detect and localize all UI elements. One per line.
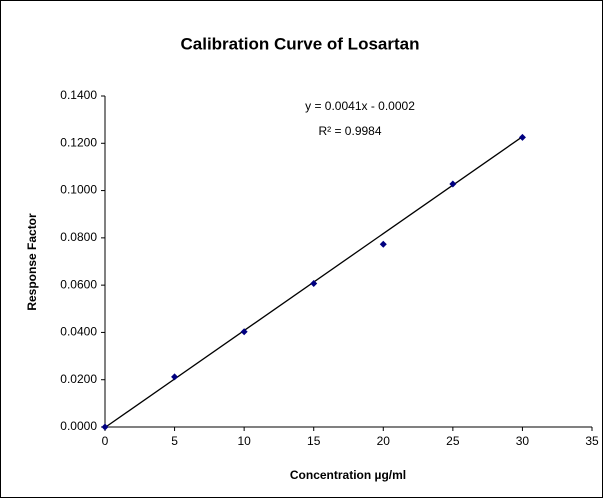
trendline-r-squared: R² = 0.9984 [318,124,381,138]
y-tick-label: 0.0000 [60,419,97,433]
y-tick-label: 0.1200 [60,135,97,149]
data-point [379,240,387,248]
y-axis-label: Response Factor [25,213,39,311]
x-tick-label: 30 [516,434,530,448]
chart-title: Calibration Curve of Losartan [181,34,420,53]
data-point [310,279,318,287]
x-tick-label: 35 [585,434,599,448]
x-tick-label: 10 [237,434,251,448]
data-point [240,328,248,336]
x-tick-label: 5 [171,434,178,448]
y-tick-label: 0.0600 [60,277,97,291]
data-point [171,373,179,381]
data-point [101,423,109,431]
x-tick-label: 20 [377,434,391,448]
trendline-equation: y = 0.0041x - 0.0002 [305,99,415,113]
y-tick-label: 0.0800 [60,230,97,244]
y-tick-label: 0.0400 [60,325,97,339]
y-tick-label: 0.1400 [60,88,97,102]
y-tick-label: 0.1000 [60,183,97,197]
data-point [449,180,457,188]
y-tick-label: 0.0200 [60,372,97,386]
x-tick-label: 25 [446,434,460,448]
x-tick-label: 0 [102,434,109,448]
x-tick-label: 15 [307,434,321,448]
x-axis-label: Concentration µg/ml [290,468,406,482]
data-point [518,133,526,141]
